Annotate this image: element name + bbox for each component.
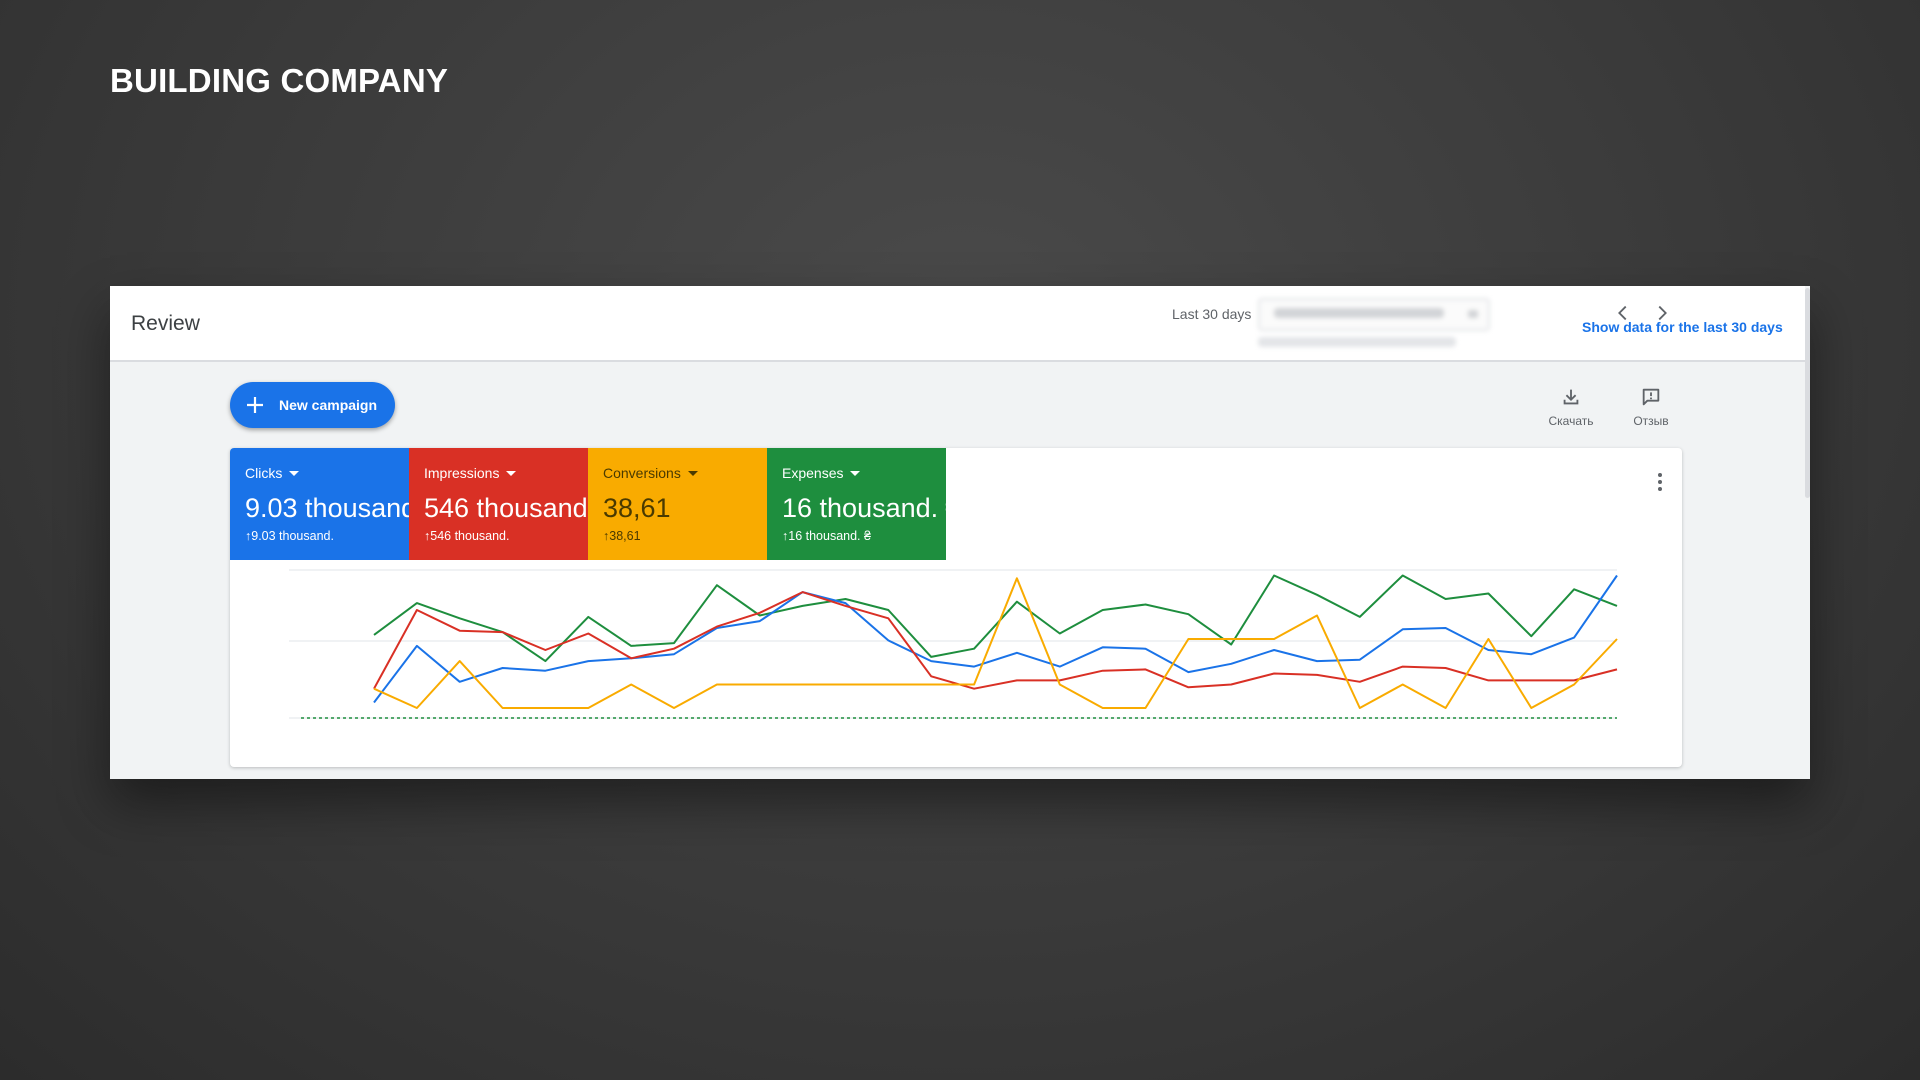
ads-overview-window: Review Last 30 days Show data for the la… bbox=[110, 286, 1810, 779]
download-label: Скачать bbox=[1548, 414, 1594, 428]
metric-delta-text: 9.03 thousand. bbox=[251, 529, 334, 543]
chart-series-line-1 bbox=[373, 574, 1618, 704]
dropdown-caret-icon bbox=[506, 470, 517, 476]
metric-tile-clicks[interactable]: Clicks 9.03 thousand. ↑9.03 thousand. bbox=[230, 448, 409, 560]
metric-delta-text: 38,61 bbox=[609, 529, 641, 543]
scrollbar[interactable] bbox=[1805, 286, 1810, 779]
metric-delta: ↑16 thousand. ₴ bbox=[782, 529, 871, 543]
chevron-left-icon[interactable] bbox=[1612, 302, 1634, 324]
metric-label-text: Expenses bbox=[782, 465, 844, 481]
chart-series-line-2 bbox=[373, 591, 1618, 690]
more-options-icon[interactable] bbox=[1648, 470, 1672, 494]
metric-value: 9.03 thousand. bbox=[245, 493, 409, 523]
metric-label: Conversions bbox=[603, 465, 698, 481]
new-campaign-label: New campaign bbox=[279, 397, 378, 413]
blurred-comparison-text bbox=[1258, 337, 1456, 347]
dropdown-caret-icon bbox=[687, 470, 698, 476]
date-range-label: Last 30 days bbox=[1172, 306, 1252, 322]
scrollbar-thumb[interactable] bbox=[1805, 288, 1810, 498]
dropdown-caret-icon bbox=[850, 470, 861, 476]
metric-value: 16 thousand. ₴ bbox=[782, 493, 946, 523]
metric-delta-text: 16 thousand. ₴ bbox=[788, 529, 871, 543]
metric-label-text: Clicks bbox=[245, 465, 283, 481]
dropdown-caret-icon bbox=[1468, 310, 1478, 318]
show-last-30-days-link[interactable]: Show data for the last 30 days bbox=[1582, 319, 1783, 335]
metric-tile-conversions[interactable]: Conversions 38,61 ↑38,61 bbox=[588, 448, 767, 560]
metric-label-text: Conversions bbox=[603, 465, 681, 481]
page-title: Review bbox=[131, 312, 200, 335]
metric-value: 546 thousand. bbox=[424, 493, 588, 523]
chart-series-line-0 bbox=[373, 574, 1618, 663]
metric-label: Clicks bbox=[245, 465, 300, 481]
metric-delta-text: 546 thousand. bbox=[430, 529, 510, 543]
metric-value: 38,61 bbox=[603, 493, 671, 523]
plus-icon bbox=[247, 397, 263, 413]
page-heading: BUILDING COMPANY bbox=[110, 62, 449, 99]
date-range-picker[interactable] bbox=[1258, 298, 1490, 331]
metric-tile-expenses[interactable]: Expenses 16 thousand. ₴ ↑16 thousand. ₴ bbox=[767, 448, 946, 560]
feedback-button[interactable]: Отзыв bbox=[1616, 386, 1686, 430]
chevron-right-icon[interactable] bbox=[1651, 302, 1673, 324]
metric-delta: ↑38,61 bbox=[603, 529, 641, 543]
feedback-label: Отзыв bbox=[1633, 414, 1669, 428]
download-icon bbox=[1563, 389, 1579, 405]
feedback-icon bbox=[1642, 388, 1660, 406]
metric-delta: ↑9.03 thousand. bbox=[245, 529, 334, 543]
blurred-date-text bbox=[1274, 308, 1444, 318]
metric-delta: ↑546 thousand. bbox=[424, 529, 510, 543]
dropdown-caret-icon bbox=[289, 470, 300, 476]
download-button[interactable]: Скачать bbox=[1536, 386, 1606, 430]
performance-card: Clicks 9.03 thousand. ↑9.03 thousand. Im… bbox=[230, 448, 1682, 767]
chart-series-line-3 bbox=[373, 577, 1618, 709]
metric-label-text: Impressions bbox=[424, 465, 500, 481]
performance-line-chart bbox=[289, 569, 1618, 719]
new-campaign-button[interactable]: New campaign bbox=[230, 382, 395, 428]
top-bar: Review Last 30 days Show data for the la… bbox=[110, 286, 1805, 362]
metric-label: Impressions bbox=[424, 465, 517, 481]
metric-label: Expenses bbox=[782, 465, 861, 481]
metric-tile-impressions[interactable]: Impressions 546 thousand. ↑546 thousand. bbox=[409, 448, 588, 560]
